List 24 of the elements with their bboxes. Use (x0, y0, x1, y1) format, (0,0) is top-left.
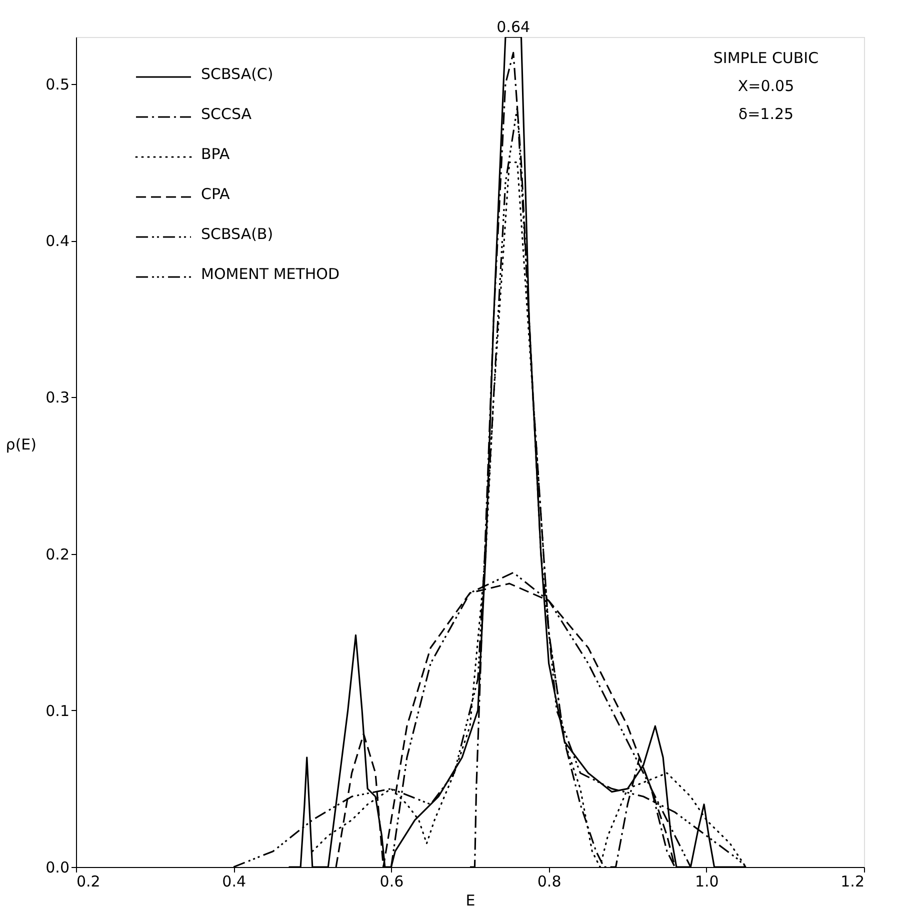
legend-label: BPA (201, 145, 230, 163)
y-tick-label: 0.1 (46, 702, 70, 720)
x-axis-title: E (466, 892, 476, 910)
legend-label: SCBSA(B) (201, 225, 274, 243)
annotation: δ=1.25 (738, 105, 794, 123)
y-tick-label: 0.4 (46, 232, 70, 250)
x-tick-label: 1.2 (840, 872, 864, 890)
x-tick-label: 0.8 (537, 872, 562, 890)
legend-label: SCBSA(C) (201, 65, 274, 83)
y-tick-label: 0.5 (46, 75, 70, 94)
legend-label: CPA (201, 185, 231, 203)
x-tick-label: 0.4 (222, 872, 246, 890)
y-tick-label: 0.3 (46, 388, 70, 407)
y-tick-label: 0.2 (46, 545, 70, 564)
x-tick-label: 1.0 (694, 872, 719, 890)
annotation: X=0.05 (738, 77, 794, 95)
legend-label: MOMENT METHOD (201, 265, 340, 283)
y-tick-label: 0.0 (46, 858, 70, 876)
annotation: 0.64 (496, 18, 530, 36)
y-axis-title: ρ(E) (6, 436, 36, 454)
annotation: SIMPLE CUBIC (713, 49, 819, 67)
x-tick-label: 0.6 (380, 872, 404, 890)
x-tick-label: 0.2 (76, 872, 100, 890)
legend-label: SCCSA (201, 105, 252, 123)
